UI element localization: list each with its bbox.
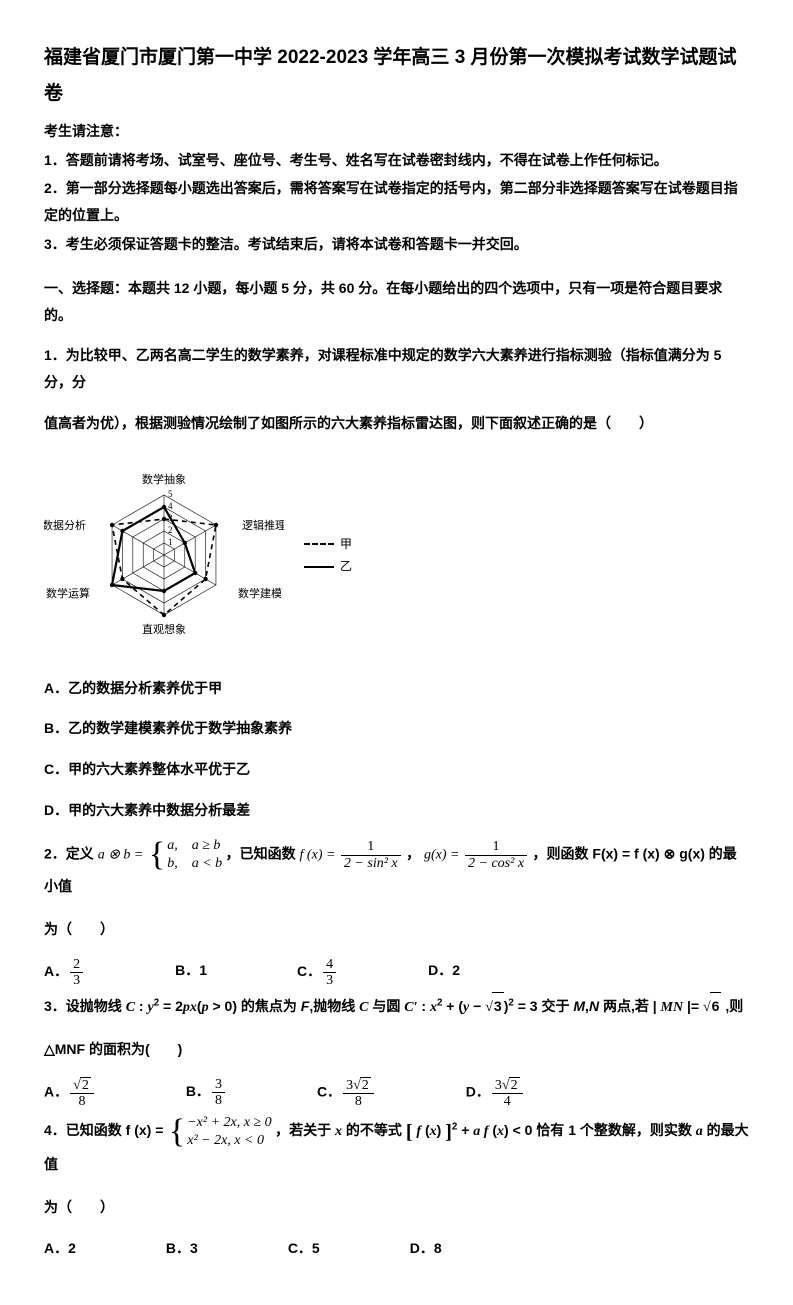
svg-text:逻辑推理: 逻辑推理 <box>242 518 284 532</box>
svg-text:5: 5 <box>168 489 173 499</box>
legend-dash-icon <box>304 543 334 545</box>
q1-opt-a: A．乙的数据分析素养优于甲 <box>44 675 749 702</box>
q2-gx-frac: 1 2 − cos² x <box>465 839 527 871</box>
q3-opt-d: D．3√24 <box>466 1077 525 1110</box>
notice-line-1: 1．答题前请将考场、试室号、座位号、考生号、姓名写在试卷密封线内，不得在试卷上作… <box>44 147 749 174</box>
q1-stem-line2: 值高者为优），根据测验情况绘制了如图所示的六大素养指标雷达图，则下面叙述正确的是… <box>44 410 749 437</box>
q1-opt-b: B．乙的数学建模素养优于数学抽象素养 <box>44 715 749 742</box>
q2-stem: 2．定义 a ⊗ b = { a, a ≥ b b, a < b ，已知函数 f… <box>44 837 749 902</box>
q3-opt-a: A．√28 <box>44 1077 96 1110</box>
q4-opt-a: A．2 <box>44 1235 76 1262</box>
q2-gx-lhs: g(x) = <box>424 848 460 863</box>
notice-block: 考生请注意： 1．答题前请将考场、试室号、座位号、考生号、姓名写在试卷密封线内，… <box>44 118 749 257</box>
q4-tail: 为（ ） <box>44 1194 749 1221</box>
svg-text:直观想象: 直观想象 <box>142 622 186 636</box>
q4-stem: 4．已知函数 f (x) = { −x² + 2x, x ≥ 0 x² − 2x… <box>44 1113 749 1180</box>
q4-case2: x² − 2x, x < 0 <box>187 1132 271 1150</box>
svg-text:数学抽象: 数学抽象 <box>142 472 186 486</box>
svg-text:数据分析: 数据分析 <box>44 518 86 532</box>
brace-icon: { <box>149 838 165 872</box>
brace-icon: { <box>169 1115 185 1149</box>
legend-label-yi: 乙 <box>340 555 352 578</box>
q1-opt-c: C．甲的六大素养整体水平优于乙 <box>44 756 749 783</box>
q3-stem-b: △MNF 的面积为( ) <box>44 1036 749 1063</box>
q2-gx-num: 1 <box>465 839 527 855</box>
q2-tail2: 为（ ） <box>44 916 749 943</box>
q3-opt-b: B．38 <box>186 1077 227 1110</box>
q2-comma1: ， <box>406 846 424 862</box>
q2-case1: a, a ≥ b <box>167 837 222 855</box>
svg-text:4: 4 <box>168 501 173 511</box>
q3-stem-a: 3．设抛物线 C : y2 = 2px(p > 0) 的焦点为 F,抛物线 C … <box>44 992 749 1022</box>
q2-gx-den: 2 − cos² x <box>465 856 527 871</box>
svg-text:1: 1 <box>168 537 173 547</box>
page-title: 福建省厦门市厦门第一中学 2022-2023 学年高三 3 月份第一次模拟考试数… <box>44 40 749 112</box>
q4-opt-c: C．5 <box>288 1235 320 1262</box>
q2-opt-b: B．1 <box>175 957 207 989</box>
q2-fx-frac: 1 2 − sin² x <box>341 839 401 871</box>
q2-case2: b, a < b <box>167 855 222 873</box>
notice-line-3: 3．考生必须保证答题卡的整洁。考试结束后，请将本试卷和答题卡一并交回。 <box>44 231 749 258</box>
legend-label-jia: 甲 <box>340 533 352 556</box>
svg-text:数学建模: 数学建模 <box>238 586 282 600</box>
q2-opt-c: C．43 <box>297 957 338 989</box>
q2-piecewise: { a, a ≥ b b, a < b <box>147 837 222 873</box>
q2-def-lhs: a ⊗ b = <box>98 848 144 863</box>
q4-opt-b: B．3 <box>166 1235 198 1262</box>
q3-options: A．√28 B．38 C．3√28 D．3√24 <box>44 1077 749 1110</box>
legend-solid-icon <box>304 566 334 568</box>
q2-opt-d: D．2 <box>428 957 460 989</box>
q2-fx-num: 1 <box>341 839 401 855</box>
q3-opt-c: C．3√28 <box>317 1077 376 1110</box>
q2-fx-den: 2 − sin² x <box>341 856 401 871</box>
q2-lead: 2．定义 <box>44 846 98 862</box>
q1-radar-chart: 12345数学抽象逻辑推理数学建模直观想象数学运算数据分析 <box>44 450 284 661</box>
notice-line-2: 2．第一部分选择题每小题选出答案后，需将答案写在试卷指定的括号内，第二部分非选择… <box>44 175 749 228</box>
q1-opt-d: D．甲的六大素养中数据分析最差 <box>44 797 749 824</box>
q2-opt-a: A．23 <box>44 957 85 989</box>
q1-stem-line1: 1．为比较甲、乙两名高二学生的数学素养，对课程标准中规定的数学六大素养进行指标测… <box>44 342 749 395</box>
svg-text:2: 2 <box>168 525 173 535</box>
q1-radar-wrap: 12345数学抽象逻辑推理数学建模直观想象数学运算数据分析 甲 乙 <box>44 450 749 661</box>
svg-text:数学运算: 数学运算 <box>46 586 90 600</box>
q1-radar-legend: 甲 乙 <box>304 533 352 579</box>
q4-piecewise: { −x² + 2x, x ≥ 0 x² − 2x, x < 0 <box>167 1114 272 1150</box>
q4-options: A．2 B．3 C．5 D．8 <box>44 1235 749 1262</box>
q2-fx-lhs: f (x) = <box>300 848 336 863</box>
q4-case1: −x² + 2x, x ≥ 0 <box>187 1114 271 1132</box>
q2-mid1: ，已知函数 <box>226 846 300 862</box>
section1-head: 一、选择题：本题共 12 小题，每小题 5 分，共 60 分。在每小题给出的四个… <box>44 275 749 328</box>
q4-lead: 4．已知函数 f (x) = <box>44 1122 163 1138</box>
q2-options: A．23 B．1 C．43 D．2 <box>44 957 749 989</box>
notice-head: 考生请注意： <box>44 118 749 145</box>
q4-opt-d: D．8 <box>410 1235 442 1262</box>
